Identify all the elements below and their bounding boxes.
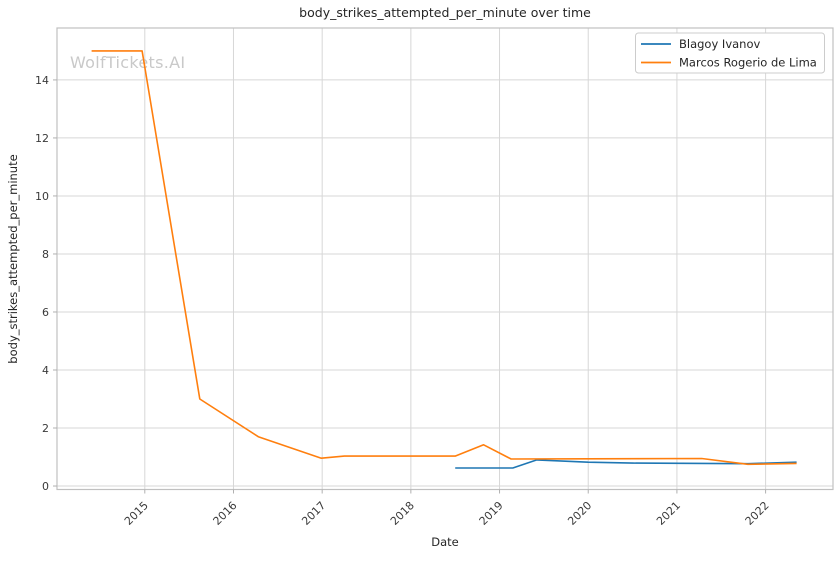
- series-line-marcos-rogerio-de-lima: [91, 50, 797, 466]
- legend-label-marcos: Marcos Rogerio de Lima: [679, 56, 817, 70]
- legend: Blagoy Ivanov Marcos Rogerio de Lima: [635, 32, 825, 74]
- x-tick-label: 2022: [743, 499, 772, 528]
- y-tick-label: 12: [35, 132, 49, 145]
- plot-area: 2015 2016 2017 2018 2019 2020 2021 2022 0 2 4 6 8 10 1…: [35, 27, 834, 528]
- x-tick-label: 2018: [388, 499, 417, 528]
- x-tick-label: 2021: [654, 499, 683, 528]
- plot-border: [56, 27, 834, 491]
- watermark: WolfTickets.AI: [70, 53, 185, 72]
- y-tick-label: 10: [35, 190, 49, 203]
- x-tick-label: 2020: [565, 499, 594, 528]
- y-tick-label: 8: [42, 248, 49, 261]
- legend-box: [635, 32, 825, 74]
- y-tick-label: 4: [42, 364, 49, 377]
- y-tick-label: 14: [35, 74, 49, 87]
- legend-label-blagoy: Blagoy Ivanov: [679, 37, 760, 51]
- x-tick-label: 2016: [211, 499, 240, 528]
- series-layer: [91, 50, 797, 469]
- chart-title: body_strikes_attempted_per_minute over t…: [299, 5, 591, 20]
- x-tick-label: 2017: [299, 499, 328, 528]
- y-axis-label: body_strikes_attempted_per_minute: [6, 154, 20, 363]
- y-tick-label: 6: [42, 306, 49, 319]
- x-tick-label: 2015: [122, 499, 151, 528]
- y-tick-label: 0: [42, 480, 49, 493]
- x-axis-label: Date: [431, 535, 459, 549]
- x-tick-label: 2019: [477, 499, 506, 528]
- plot-background: [57, 28, 833, 490]
- y-tick-label: 2: [42, 422, 49, 435]
